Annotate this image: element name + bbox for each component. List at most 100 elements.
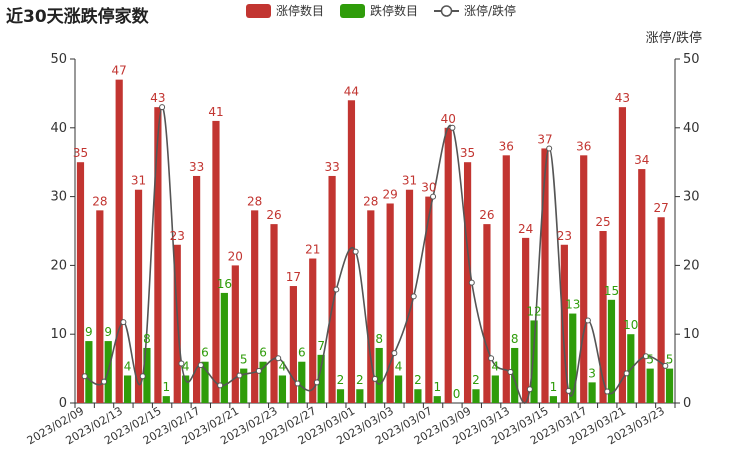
ratio-point (391, 350, 398, 357)
bar-up-label: 43 (150, 91, 165, 105)
ratio-point (217, 382, 224, 389)
bar-up (657, 217, 665, 403)
legend-label: 涨停数目 (276, 3, 324, 18)
bar-up (270, 224, 278, 403)
ratio-point (642, 353, 649, 360)
bar-up-label: 31 (131, 174, 146, 188)
bar-up (367, 210, 375, 403)
bar-down (375, 347, 383, 403)
bar-down-label: 3 (588, 366, 596, 380)
bar-up (405, 189, 414, 403)
bar-up (386, 203, 394, 403)
bar-down-label: 8 (375, 332, 383, 346)
ratio-point (372, 375, 378, 382)
bar-up-label: 29 (383, 187, 398, 201)
bar-down (201, 361, 209, 403)
bar-up-label: 21 (305, 243, 320, 257)
ratio-point (662, 362, 669, 369)
bar-down-label: 6 (298, 346, 306, 360)
bar-up-label: 28 (363, 194, 378, 208)
bar-down-label: 2 (337, 373, 345, 387)
bar-down (259, 361, 267, 403)
ratio-point (81, 373, 88, 380)
ratio-point (333, 286, 340, 293)
y2-tick-label: 50 (683, 52, 700, 67)
ratio-point (526, 386, 533, 393)
bar-down (491, 375, 499, 403)
legend[interactable]: 涨停数目 跌停数目 涨停/跌停 (246, 3, 516, 18)
legend-item[interactable]: 涨停数目 (246, 3, 324, 18)
y-tick-label: 50 (50, 52, 67, 67)
y2-tick-label: 0 (683, 396, 691, 411)
ratio-point (546, 145, 553, 152)
ratio-point (197, 362, 204, 369)
bar-down (569, 313, 577, 403)
ratio-point (275, 355, 282, 362)
bar-up (231, 265, 239, 403)
legend-swatch (246, 4, 271, 18)
bar-up (560, 244, 568, 403)
bar-down (394, 375, 403, 403)
bar-down-label: 2 (356, 373, 364, 387)
bar-down-label: 4 (124, 359, 132, 373)
ratio-point (623, 370, 630, 377)
bar-up (502, 155, 510, 403)
y-tick-label: 20 (50, 258, 67, 273)
bar-down-label: 8 (143, 332, 151, 346)
bar-up-label: 35 (460, 146, 475, 160)
bar-up (483, 224, 491, 403)
bar-up (638, 169, 646, 403)
bar-down-label: 9 (104, 325, 112, 339)
bar-down (123, 375, 132, 403)
bar-down-label: 2 (472, 373, 480, 387)
bar-down-label: 4 (395, 359, 403, 373)
bar-up-label: 28 (92, 194, 107, 208)
bar-down-label: 9 (85, 325, 93, 339)
ratio-point (449, 124, 456, 131)
y-tick-label: 0 (59, 396, 67, 411)
bar-up (541, 148, 549, 403)
bar-up-label: 26 (266, 208, 281, 222)
bar-up-label: 44 (344, 84, 359, 98)
bar-down-label: 8 (511, 332, 519, 346)
bar-down (665, 368, 674, 403)
ratio-point (101, 378, 108, 385)
legend-item[interactable]: 跌停数目 (340, 3, 418, 18)
legend-label: 跌停数目 (370, 3, 418, 18)
ratio-point (236, 372, 243, 379)
bar-up (154, 107, 162, 403)
legend-label: 涨停/跌停 (464, 3, 516, 18)
bar-down-label: 4 (492, 359, 500, 373)
bar-down-label: 6 (201, 346, 209, 360)
bar-down-label: 13 (565, 298, 580, 312)
bar-up-label: 33 (324, 160, 339, 174)
y2-tick-label: 30 (683, 190, 700, 205)
ratio-point (468, 279, 475, 286)
ratio-point (139, 373, 146, 380)
bar-up-label: 35 (73, 146, 88, 160)
bar-up-label: 40 (441, 112, 456, 126)
bar-up (463, 162, 472, 403)
bar-down (317, 354, 325, 403)
bar-down (549, 396, 557, 403)
bar-down (472, 389, 480, 403)
ratio-point (120, 319, 127, 326)
bar-up (425, 196, 433, 403)
y2-axis-label: 涨停/跌停 (646, 30, 702, 46)
bar-down (433, 396, 441, 403)
bar-up-label: 47 (112, 64, 127, 78)
bar-down-label: 1 (433, 380, 441, 394)
y2-tick-label: 10 (683, 327, 700, 342)
chart-title: 近30天涨跌停家数 (6, 7, 149, 27)
bar-down (85, 341, 93, 403)
bar-up-label: 36 (576, 139, 591, 153)
bar-down (162, 396, 170, 403)
ratio-point (410, 293, 417, 300)
bar-down-label: 16 (217, 277, 232, 291)
bar-down-label: 12 (526, 304, 541, 318)
legend-item[interactable]: 涨停/跌停 (434, 3, 516, 18)
ratio-point (488, 355, 495, 362)
bar-down-label: 4 (182, 359, 190, 373)
bar-down (356, 389, 364, 403)
